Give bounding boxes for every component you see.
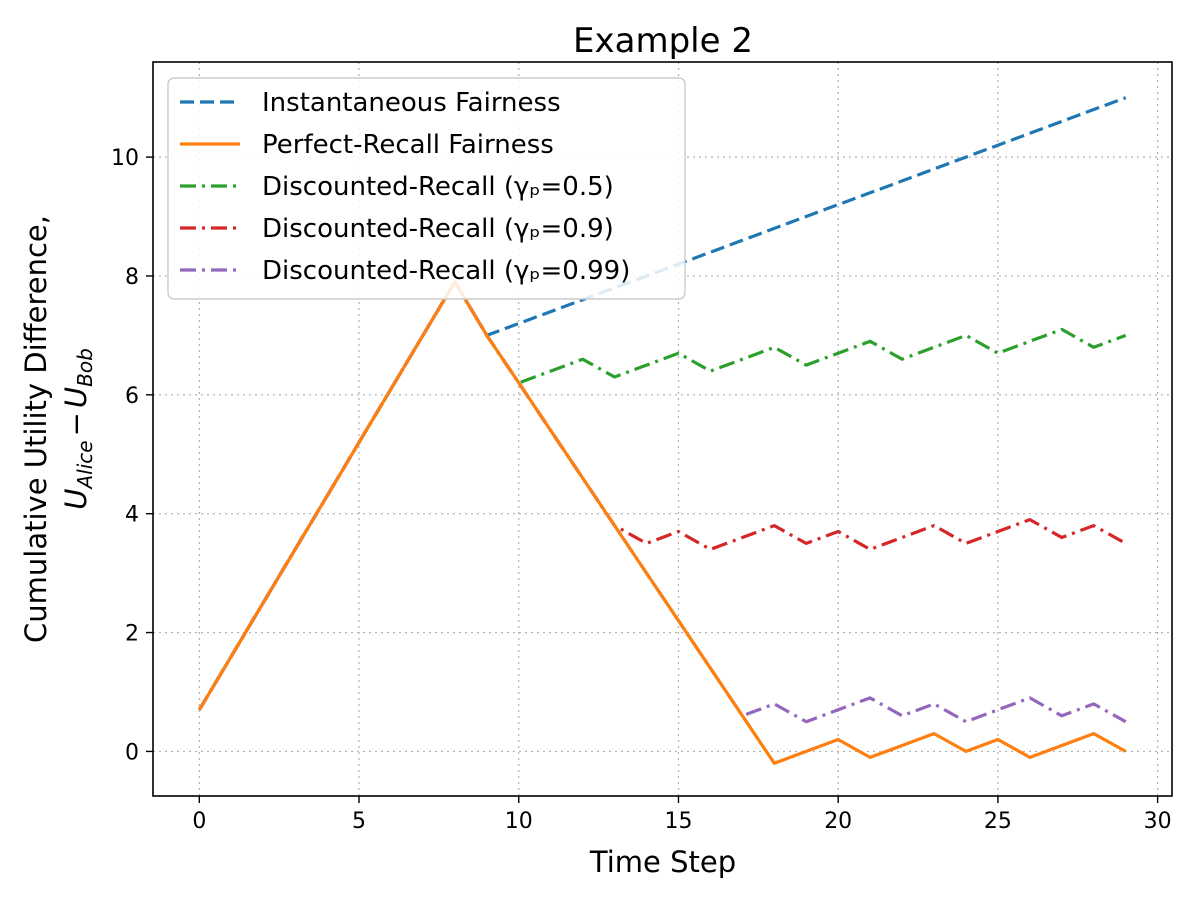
- x-tick-label: 0: [192, 809, 206, 834]
- y-axis: 0 2 4 6 8 10: [111, 146, 153, 765]
- legend-label: Discounted-Recall (γₚ=0.9): [262, 214, 614, 244]
- y-label-sub1: Alice: [73, 440, 97, 490]
- chart-title: Example 2: [573, 21, 753, 61]
- y-label-u1: U: [59, 489, 93, 510]
- legend-label: Discounted-Recall (γₚ=0.5): [262, 172, 614, 202]
- y-tick-label: 8: [125, 265, 139, 290]
- legend-label: Perfect-Recall Fairness: [262, 130, 554, 160]
- x-axis-label: Time Step: [589, 845, 736, 879]
- legend-label: Discounted-Recall (γₚ=0.99): [262, 256, 630, 286]
- x-axis: 0 5 10 15 20 25 30: [192, 796, 1172, 834]
- y-tick-label: 2: [125, 622, 139, 647]
- y-label-minus: −: [59, 412, 93, 436]
- series-line-3: [197, 280, 1127, 711]
- y-axis-label: Cumulative Utility Difference,: [19, 215, 53, 643]
- x-tick-label: 5: [352, 809, 366, 834]
- svg-text:UAlice−UBob: UAlice−UBob: [59, 348, 97, 510]
- x-tick-label: 10: [505, 809, 533, 834]
- x-tick-label: 15: [664, 809, 692, 834]
- y-tick-label: 6: [125, 384, 139, 409]
- legend-label: Instantaneous Fairness: [262, 88, 561, 118]
- y-tick-label: 10: [111, 146, 139, 171]
- y-axis-label-formula: UAlice−UBob: [59, 348, 97, 510]
- x-tick-label: 25: [984, 809, 1012, 834]
- y-label-u2: U: [59, 387, 93, 408]
- y-tick-label: 4: [125, 503, 139, 528]
- x-tick-label: 30: [1144, 809, 1172, 834]
- plot-frame: [152, 61, 1173, 797]
- y-label-sub2: Bob: [73, 348, 97, 387]
- x-tick-label: 20: [824, 809, 852, 834]
- series-line-2: [197, 280, 1127, 765]
- legend-box: [167, 77, 686, 300]
- y-tick-label: 0: [125, 740, 139, 765]
- y-axis-label-line1: Cumulative Utility Difference,: [19, 215, 53, 643]
- legend: Instantaneous Fairness Perfect-Recall Fai…: [167, 77, 686, 300]
